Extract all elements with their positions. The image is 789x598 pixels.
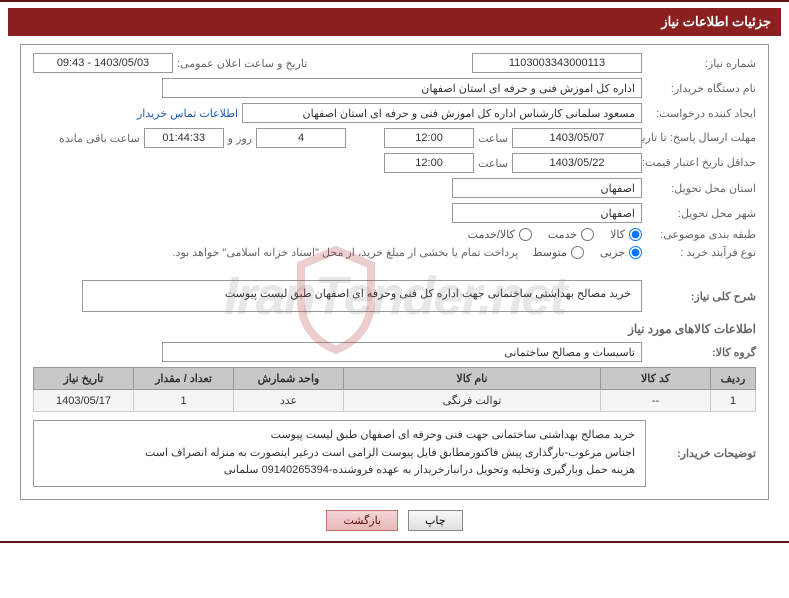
buyer-notes-label: توضیحات خریدار:: [646, 447, 756, 460]
need-summary-label: شرح کلی نیاز:: [646, 290, 756, 303]
province-field: اصفهان: [452, 178, 642, 198]
radio-partial-input[interactable]: [629, 246, 642, 259]
goods-section-title: اطلاعات کالاهای مورد نیاز: [33, 322, 756, 336]
org-label: نام دستگاه خریدار:: [646, 82, 756, 95]
province-label: استان محل تحویل:: [646, 182, 756, 195]
radio-service-input[interactable]: [581, 228, 594, 241]
radio-goods-service[interactable]: کالا/خدمت: [468, 228, 532, 241]
goods-table: ردیف کد کالا نام کالا واحد شمارش تعداد /…: [33, 367, 756, 412]
radio-service[interactable]: خدمت: [548, 228, 594, 241]
days-remaining: 4: [256, 128, 346, 148]
price-valid-date: 1403/05/22: [512, 153, 642, 173]
panel-header: جزئیات اطلاعات نیاز: [8, 8, 781, 36]
buyer-notes-box: خرید مصالح بهداشتی ساختمانی جهت فنی وحرف…: [33, 420, 646, 487]
proc-type-label: نوع فرآیند خرید :: [646, 246, 756, 259]
group-label: گروه کالا:: [646, 346, 756, 359]
countdown-field: 01:44:33: [144, 128, 224, 148]
time-label-2: ساعت: [478, 157, 508, 170]
requester-field: مسعود سلمانی کارشناس اداره کل اموزش فنی …: [242, 103, 642, 123]
radio-partial[interactable]: جزیی: [600, 246, 642, 259]
form-panel: IranTender.net شماره نیاز: 1103003343000…: [20, 44, 769, 500]
city-label: شهر محل تحویل:: [646, 207, 756, 220]
radio-medium[interactable]: متوسط: [532, 246, 584, 259]
deadline-date: 1403/05/07: [512, 128, 642, 148]
table-row: 1 -- توالت فرنگی عدد 1 1403/05/17: [34, 390, 756, 412]
deadline-time: 12:00: [384, 128, 474, 148]
org-field: اداره کل اموزش فنی و حرفه ای استان اصفها…: [162, 78, 642, 98]
th-date: تاریخ نیاز: [34, 368, 134, 390]
city-field: اصفهان: [452, 203, 642, 223]
group-field: تاسیسات و مصالح ساختمانی: [162, 342, 642, 362]
print-button[interactable]: چاپ: [408, 510, 463, 531]
need-no-field: 1103003343000113: [472, 53, 642, 73]
class-label: طبقه بندی موضوعی:: [646, 228, 756, 241]
time-label-1: ساعت: [478, 132, 508, 145]
th-code: کد کالا: [601, 368, 711, 390]
radio-goods[interactable]: کالا: [610, 228, 642, 241]
contact-link[interactable]: اطلاعات تماس خریدار: [137, 107, 238, 120]
radio-medium-input[interactable]: [571, 246, 584, 259]
price-valid-time: 12:00: [384, 153, 474, 173]
price-valid-label: حداقل تاریخ اعتبار قیمت: تا تاریخ:: [646, 156, 756, 170]
countdown-label: ساعت باقی مانده: [59, 132, 140, 145]
th-name: نام کالا: [344, 368, 601, 390]
announce-label: تاریخ و ساعت اعلان عمومی:: [177, 57, 307, 70]
payment-note: پرداخت تمام یا بخشی از مبلغ خرید، از محل…: [173, 246, 519, 259]
radio-goods-input[interactable]: [629, 228, 642, 241]
radio-goods-service-input[interactable]: [519, 228, 532, 241]
days-label: روز و: [228, 132, 252, 145]
th-row: ردیف: [711, 368, 756, 390]
announce-field: 1403/05/03 - 09:43: [33, 53, 173, 73]
back-button[interactable]: بازگشت: [326, 510, 398, 531]
requester-label: ایجاد کننده درخواست:: [646, 107, 756, 120]
need-summary-box: خرید مصالح بهداشتی ساختمانی جهت اداره کل…: [82, 280, 642, 312]
need-no-label: شماره نیاز:: [646, 57, 756, 70]
deadline-label: مهلت ارسال پاسخ: تا تاریخ:: [646, 131, 756, 145]
th-unit: واحد شمارش: [234, 368, 344, 390]
th-qty: تعداد / مقدار: [134, 368, 234, 390]
